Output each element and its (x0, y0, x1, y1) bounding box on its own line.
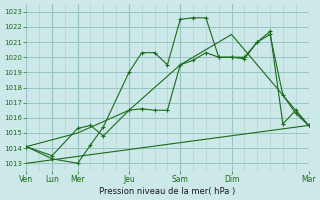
X-axis label: Pression niveau de la mer( hPa ): Pression niveau de la mer( hPa ) (99, 187, 236, 196)
